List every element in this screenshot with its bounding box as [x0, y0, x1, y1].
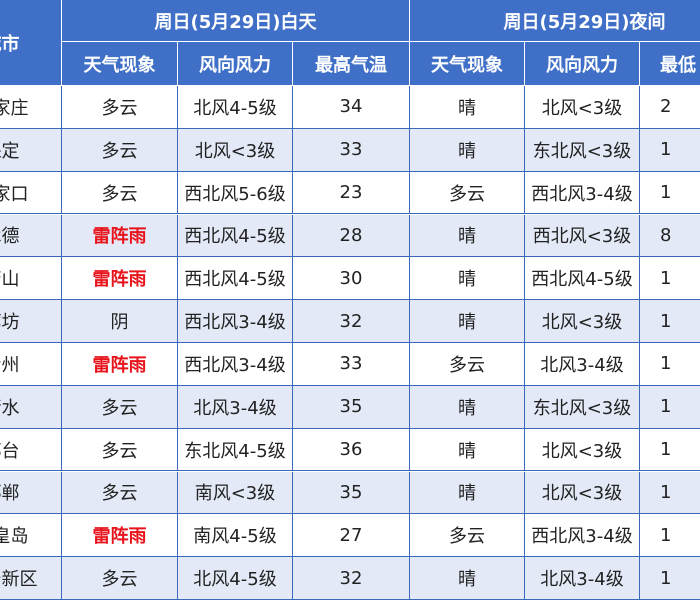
data-cell: 阴	[62, 300, 178, 343]
city-cell: 邢台	[0, 428, 62, 472]
city-cell: 保定	[0, 128, 62, 172]
data-cell: 北风<3级	[525, 86, 640, 129]
data-cell: 多云	[62, 385, 178, 429]
city-cell: 秦皇岛	[0, 514, 62, 558]
data-cell: 多云	[410, 171, 525, 215]
data-cell: 1	[640, 343, 700, 386]
data-cell: 多云	[62, 86, 178, 129]
data-cell: 北风3-4级	[525, 343, 640, 386]
data-cell: 北风<3级	[525, 471, 640, 515]
city-cell: 廊坊	[0, 300, 62, 343]
data-cell: 南风<3级	[178, 471, 293, 515]
data-cell: 多云	[62, 428, 178, 472]
data-cell: 27	[293, 514, 410, 558]
city-cell: 张家口	[0, 171, 62, 215]
data-cell: 西北风3-4级	[178, 343, 293, 386]
data-cell: 多云	[62, 171, 178, 215]
data-cell: 雷阵雨	[62, 343, 178, 386]
data-cell: 晴	[410, 557, 525, 600]
data-cell: 北风<3级	[525, 428, 640, 472]
data-cell: 晴	[410, 428, 525, 472]
data-cell: 晴	[410, 257, 525, 301]
data-cell: 35	[293, 385, 410, 429]
column-header: 天气现象	[62, 42, 178, 86]
data-cell: 东北风<3级	[525, 385, 640, 429]
data-cell: 北风3-4级	[178, 385, 293, 429]
data-cell: 雷阵雨	[62, 214, 178, 258]
data-cell: 1	[640, 300, 700, 343]
data-cell: 8	[640, 214, 700, 258]
data-cell: 多云	[410, 343, 525, 386]
column-header: 风向风力	[178, 42, 293, 86]
data-cell: 晴	[410, 214, 525, 258]
column-header: 最低	[640, 42, 700, 86]
data-cell: 雷阵雨	[62, 257, 178, 301]
data-cell: 28	[293, 214, 410, 258]
data-cell: 2	[640, 86, 700, 129]
city-cell: 石家庄	[0, 86, 62, 129]
data-cell: 西北风4-5级	[525, 257, 640, 301]
data-cell: 多云	[62, 557, 178, 600]
data-cell: 1	[640, 557, 700, 600]
data-cell: 32	[293, 300, 410, 343]
data-cell: 西北风<3级	[525, 214, 640, 258]
data-cell: 晴	[410, 128, 525, 172]
data-cell: 东北风4-5级	[178, 428, 293, 472]
city-cell: 衡水	[0, 385, 62, 429]
data-cell: 西北风5-6级	[178, 171, 293, 215]
data-cell: 35	[293, 471, 410, 515]
data-cell: 晴	[410, 385, 525, 429]
data-cell: 北风<3级	[525, 300, 640, 343]
column-header: 天气现象	[410, 42, 525, 86]
data-cell: 西北风4-5级	[178, 257, 293, 301]
data-cell: 33	[293, 128, 410, 172]
data-cell: 西北风3-4级	[525, 514, 640, 558]
data-cell: 雷阵雨	[62, 514, 178, 558]
city-cell: 邯郸	[0, 471, 62, 515]
data-cell: 晴	[410, 471, 525, 515]
data-cell: 30	[293, 257, 410, 301]
data-cell: 南风4-5级	[178, 514, 293, 558]
data-cell: 东北风<3级	[525, 128, 640, 172]
column-header: 最高气温	[293, 42, 410, 86]
data-cell: 34	[293, 86, 410, 129]
data-cell: 西北风3-4级	[525, 171, 640, 215]
data-cell: 1	[640, 172, 700, 215]
data-cell: 北风3-4级	[525, 557, 640, 600]
column-header: 风向风力	[525, 42, 640, 86]
data-cell: 北风<3级	[178, 128, 293, 172]
header-city: 城市	[0, 0, 62, 86]
city-cell: 唐山	[0, 257, 62, 301]
data-cell: 33	[293, 343, 410, 386]
data-cell: 23	[293, 171, 410, 215]
data-cell: 1	[640, 128, 700, 172]
data-cell: 1	[640, 257, 700, 301]
data-cell: 多云	[410, 514, 525, 558]
data-cell: 1	[640, 471, 700, 515]
data-cell: 晴	[410, 86, 525, 129]
city-cell: 雄安新区	[0, 557, 62, 600]
city-cell: 承德	[0, 214, 62, 258]
data-cell: 36	[293, 428, 410, 472]
data-cell: 1	[640, 385, 700, 429]
data-cell: 北风4-5级	[178, 557, 293, 600]
city-cell: 沧州	[0, 343, 62, 386]
header-day: 周日(5月29日)白天	[62, 0, 410, 42]
data-cell: 北风4-5级	[178, 86, 293, 129]
data-cell: 32	[293, 557, 410, 600]
data-cell: 西北风4-5级	[178, 214, 293, 258]
header-night: 周日(5月29日)夜间	[410, 0, 700, 42]
data-cell: 多云	[62, 128, 178, 172]
data-cell: 多云	[62, 471, 178, 515]
data-cell: 1	[640, 429, 700, 472]
data-cell: 西北风3-4级	[178, 300, 293, 343]
data-cell: 1	[640, 514, 700, 558]
data-cell: 晴	[410, 300, 525, 343]
